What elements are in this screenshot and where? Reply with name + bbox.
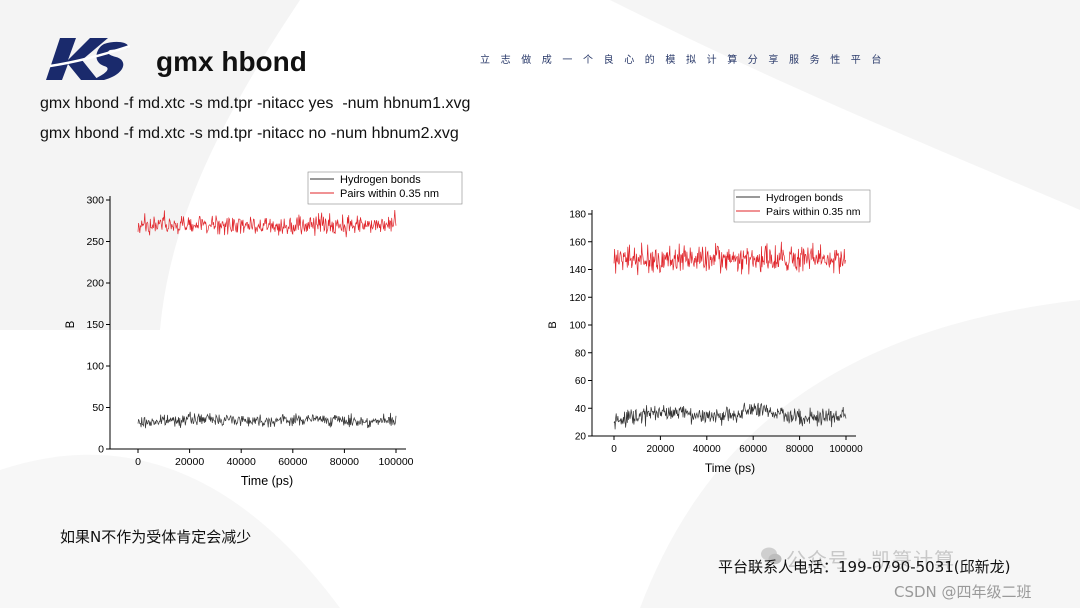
x-tick-label: 60000 [739, 444, 767, 455]
wechat-icon [761, 547, 782, 565]
x-tick-label: 40000 [693, 444, 721, 455]
legend-label: Pairs within 0.35 nm [766, 206, 861, 218]
x-tick-label: 60000 [278, 456, 307, 468]
legend-box [307, 171, 463, 205]
x-tick-label: 20000 [646, 444, 674, 455]
csdn-watermark: CSDN @四年级二班 [894, 583, 1032, 601]
ks-logo [46, 38, 130, 80]
page-title: gmx hbond [156, 46, 307, 77]
series-line-hydrogen-bonds [613, 402, 847, 430]
y-tick-label: 160 [569, 237, 586, 248]
y-tick-label: 250 [86, 236, 104, 248]
x-tick-label: 40000 [227, 456, 256, 468]
y-tick-label: 50 [92, 402, 104, 414]
x-tick-label: 0 [611, 444, 617, 455]
y-tick-label: 60 [575, 376, 587, 387]
y-tick-label: 100 [86, 361, 104, 373]
y-tick-label: 150 [86, 319, 104, 331]
series-line-pairs-within [613, 241, 847, 276]
chart-hbnum2: 20 40 60 80 100 120 140 160 180 0 20000 40000 60000 8… [547, 189, 871, 475]
y-tick-label: 300 [86, 195, 104, 207]
series-line-hydrogen-bonds [137, 411, 397, 429]
legend: Hydrogen bonds Pairs within 0.35 nm [733, 189, 871, 223]
x-axis-label: Time (ps) [705, 461, 755, 475]
legend: Hydrogen bonds Pairs within 0.35 nm [307, 171, 463, 205]
x-tick-label: 80000 [786, 444, 814, 455]
y-tick-label: 40 [575, 404, 587, 415]
y-axis-label: B [65, 320, 77, 328]
y-tick-label: 140 [569, 265, 586, 276]
y-tick-label: 180 [569, 210, 586, 221]
x-tick-label: 20000 [175, 456, 204, 468]
command-line-1: gmx hbond -f md.xtc -s md.tpr -nitacc ye… [40, 95, 471, 112]
x-tick-label: 100000 [378, 456, 413, 468]
slogan: 立志做成一个良心的模拟计算分享服务性平台 [480, 55, 892, 66]
series-line-pairs-within [137, 209, 397, 238]
y-tick-label: 200 [86, 278, 104, 290]
command-line-2: gmx hbond -f md.xtc -s md.tpr -nitacc no… [40, 125, 459, 142]
y-tick-label: 80 [575, 348, 587, 359]
y-axis-label: B [547, 321, 559, 328]
wechat-watermark: 公众号 · 凯箓计算 [786, 548, 956, 572]
legend-label: Hydrogen bonds [766, 192, 843, 204]
y-tick-label: 120 [569, 293, 586, 304]
legend-label: Hydrogen bonds [340, 174, 421, 186]
chart-hbnum1: 0 50 100 150 200 250 300 0 20000 40000 60000 80000 1… [65, 171, 463, 488]
y-tick-label: 0 [98, 444, 104, 456]
x-tick-label: 80000 [330, 456, 359, 468]
x-tick-label: 100000 [829, 444, 863, 455]
legend-box [733, 189, 871, 223]
note-text: 如果N不作为受体肯定会减少 [60, 528, 252, 546]
contact-info: 平台联系人电话：199-0790-5031(邱新龙) [718, 558, 1011, 576]
y-tick-label: 100 [569, 321, 586, 332]
x-axis-label: Time (ps) [241, 474, 293, 488]
legend-label: Pairs within 0.35 nm [340, 188, 439, 200]
y-tick-label: 20 [575, 432, 587, 443]
x-tick-label: 0 [135, 456, 141, 468]
